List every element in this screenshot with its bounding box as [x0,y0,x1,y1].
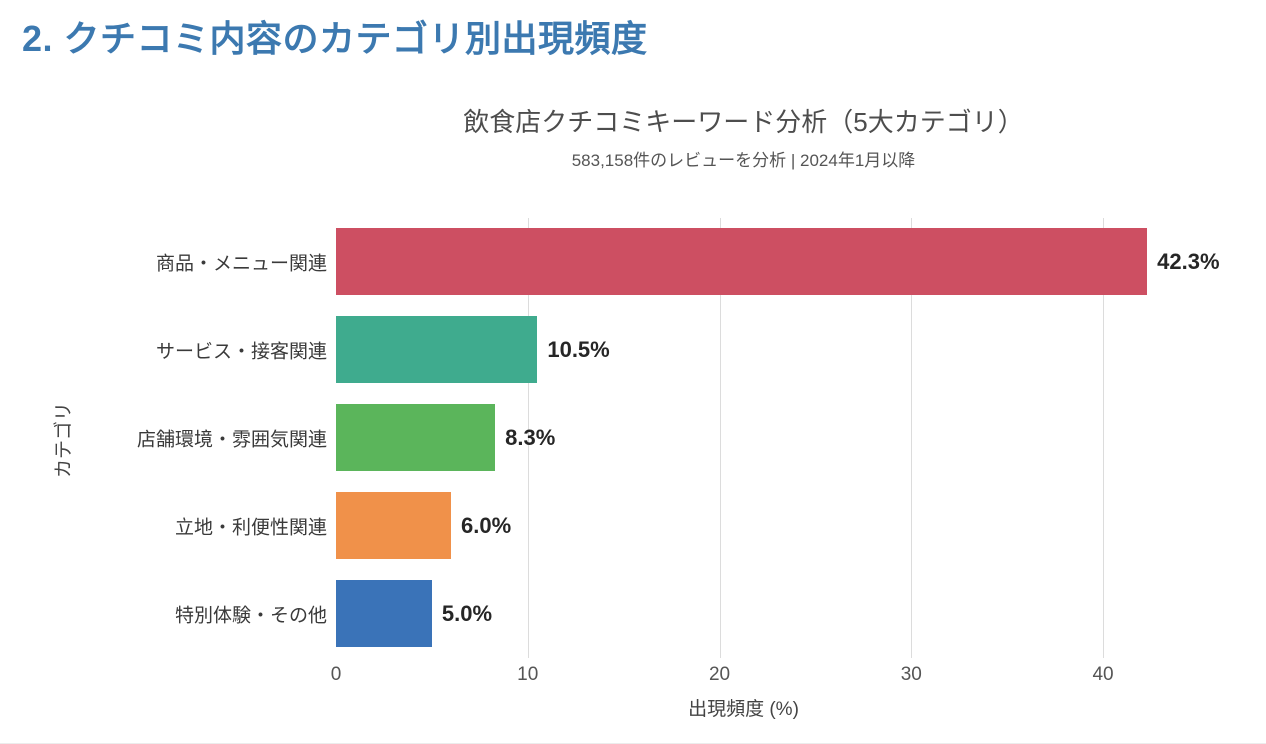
page-title: 2. クチコミ内容のカテゴリ別出現頻度 [22,18,648,59]
chart-title: 飲食店クチコミキーワード分析（5大カテゴリ） [463,107,1024,137]
gridline [719,218,721,658]
bar [336,316,538,383]
value-label: 6.0% [461,513,512,538]
gridline [527,218,529,658]
bar-row: 立地・利便性関連 6.0% [175,482,1151,570]
category-label: 特別体験・その他 [174,605,327,627]
value-label: 10.5% [547,337,610,362]
x-tick-label: 0 [330,664,342,685]
y-axis-label: カテゴリ [53,401,75,479]
x-tick-label: 20 [708,664,731,685]
gridline [1103,218,1105,658]
x-tick-label: 30 [900,664,922,685]
bar-row: 商品・メニュー関連 42.3% [156,218,1220,306]
bar [336,228,1148,295]
bar [336,580,432,647]
x-tick-label: 40 [1092,664,1114,685]
plot-area: 商品・メニュー関連 42.3% サービス・接客関連 10.5% 店舗環境・雰囲気関連 8.… [137,218,1220,658]
gridline [911,218,913,658]
value-label: 5.0% [441,601,493,626]
chart-subtitle: 583,158件のレビューを分析 | 2024年1月以降 [571,151,916,170]
category-label: 店舗環境・雰囲気関連 [136,429,327,451]
bar-row: 特別体験・その他 5.0% [175,570,1151,658]
bar [336,492,452,559]
category-label: サービス・接客関連 [155,341,327,363]
value-label: 42.3% [1157,249,1220,274]
category-label: 立地・利便性関連 [174,517,327,539]
bar-row: 店舗環境・雰囲気関連 8.3% [137,394,1151,482]
bar [336,404,496,471]
bar-row: サービス・接客関連 10.5% [156,306,1151,394]
category-label: 商品・メニュー関連 [155,253,327,275]
value-label: 8.3% [505,425,556,450]
x-axis-label: 出現頻度 (%) [688,699,799,720]
x-tick-label: 10 [517,664,539,685]
